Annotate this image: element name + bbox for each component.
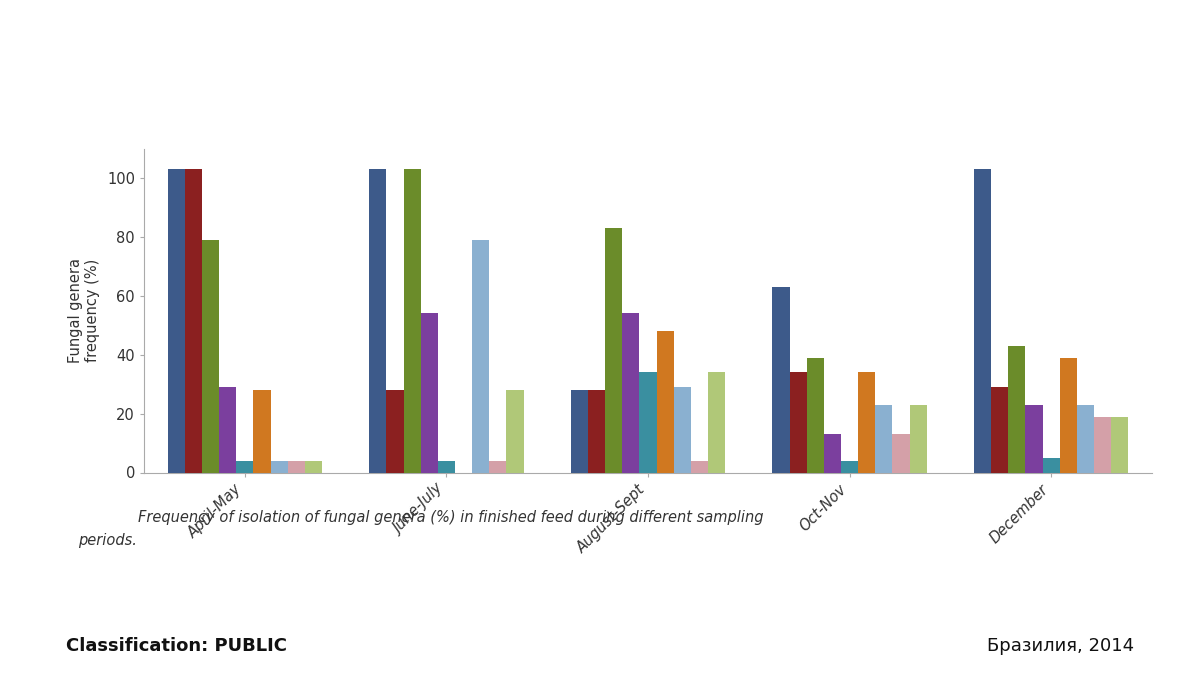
Bar <box>691 461 708 472</box>
Bar <box>841 461 858 472</box>
Bar <box>673 387 691 472</box>
Bar <box>421 313 438 472</box>
Bar <box>824 434 841 472</box>
Bar <box>708 373 725 472</box>
Bar <box>202 240 220 472</box>
Bar <box>1060 358 1076 472</box>
Bar <box>1026 405 1043 472</box>
Bar <box>640 373 656 472</box>
Bar <box>490 461 506 472</box>
Bar <box>790 373 806 472</box>
Bar <box>588 390 605 472</box>
Bar <box>605 228 623 472</box>
Bar <box>806 358 824 472</box>
Bar <box>1008 346 1026 472</box>
Bar <box>168 169 185 472</box>
Bar <box>1111 416 1128 472</box>
Y-axis label: Fungal genera
frequency (%): Fungal genera frequency (%) <box>67 258 100 363</box>
Bar <box>370 169 386 472</box>
Bar <box>1094 416 1111 472</box>
Bar <box>438 461 455 472</box>
Bar <box>305 461 322 472</box>
Bar <box>571 390 588 472</box>
Bar <box>386 390 403 472</box>
Bar <box>656 331 673 472</box>
Bar <box>236 461 253 472</box>
Bar <box>1076 405 1094 472</box>
Text: Бразилия, 2014: Бразилия, 2014 <box>986 637 1134 655</box>
Bar <box>253 390 270 472</box>
Bar <box>893 434 910 472</box>
Bar <box>403 169 421 472</box>
Bar <box>773 287 790 472</box>
Bar <box>270 461 288 472</box>
Bar <box>623 313 640 472</box>
Bar <box>875 405 893 472</box>
Bar <box>220 387 236 472</box>
Text: Classification: PUBLIC: Classification: PUBLIC <box>66 637 287 655</box>
Bar <box>910 405 926 472</box>
Bar <box>472 240 490 472</box>
Bar <box>185 169 202 472</box>
Bar <box>288 461 305 472</box>
Bar <box>1043 458 1060 472</box>
Bar <box>858 373 875 472</box>
Bar <box>991 387 1008 472</box>
Bar <box>974 169 991 472</box>
Bar <box>506 390 523 472</box>
Text: Frequency of isolation of fungal genera (%) in finished feed during different sa: Frequency of isolation of fungal genera … <box>138 510 763 524</box>
Text: periods.: periods. <box>78 533 137 548</box>
